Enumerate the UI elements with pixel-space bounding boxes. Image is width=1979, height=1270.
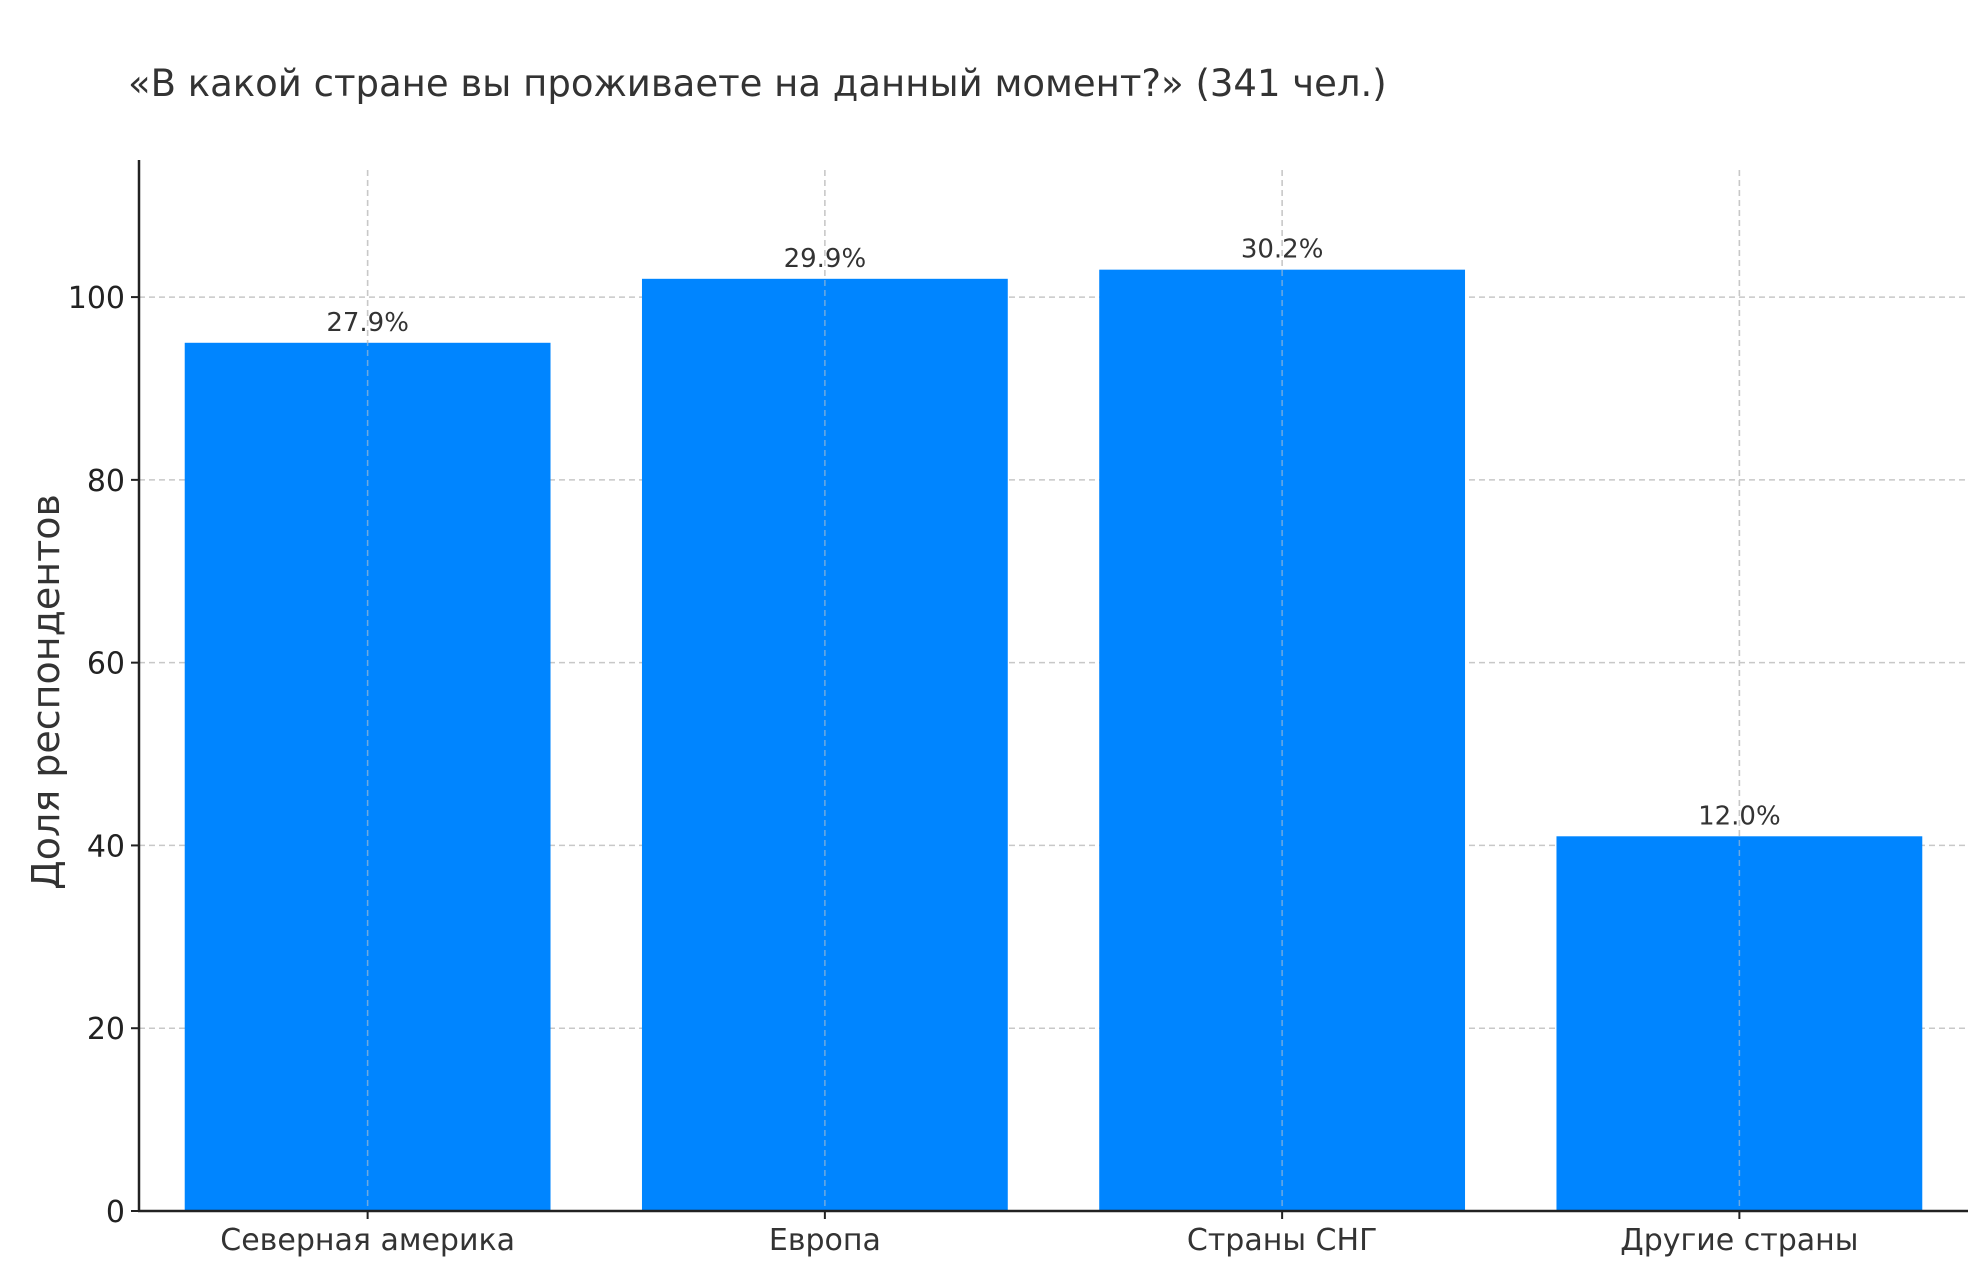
y-axis-label: Доля респондентов: [24, 494, 68, 890]
y-tick-label: 40: [87, 829, 125, 864]
x-tick-label: Страны СНГ: [1187, 1223, 1378, 1258]
bars-layer: [184, 269, 1923, 1212]
y-tick-label: 60: [87, 647, 125, 682]
data-label: 27.9%: [326, 308, 409, 338]
x-tick-label: Северная америка: [220, 1223, 515, 1258]
data-label: 29.9%: [784, 244, 867, 274]
y-tick-label: 80: [87, 464, 125, 499]
y-tick-label: 20: [87, 1012, 125, 1047]
bar: [184, 342, 551, 1212]
x-ticks-layer: Северная америка Европа Страны СНГ Другие с…: [220, 1211, 1858, 1258]
x-tick-label: Европа: [769, 1223, 881, 1258]
y-tick-label: 0: [106, 1195, 125, 1230]
data-label: 12.0%: [1698, 801, 1781, 831]
axes-layer: [137, 160, 1968, 1213]
data-label: 30.2%: [1241, 235, 1324, 265]
data-labels-layer: 27.9% 29.9% 30.2% 12.0%: [326, 235, 1780, 832]
x-tick-label: Другие страны: [1620, 1223, 1858, 1258]
y-ticks-layer: 0 20 40 60 80 100: [68, 281, 139, 1230]
y-tick-label: 100: [68, 281, 125, 316]
chart-title: «В какой стране вы проживаете на данный …: [128, 62, 1387, 105]
